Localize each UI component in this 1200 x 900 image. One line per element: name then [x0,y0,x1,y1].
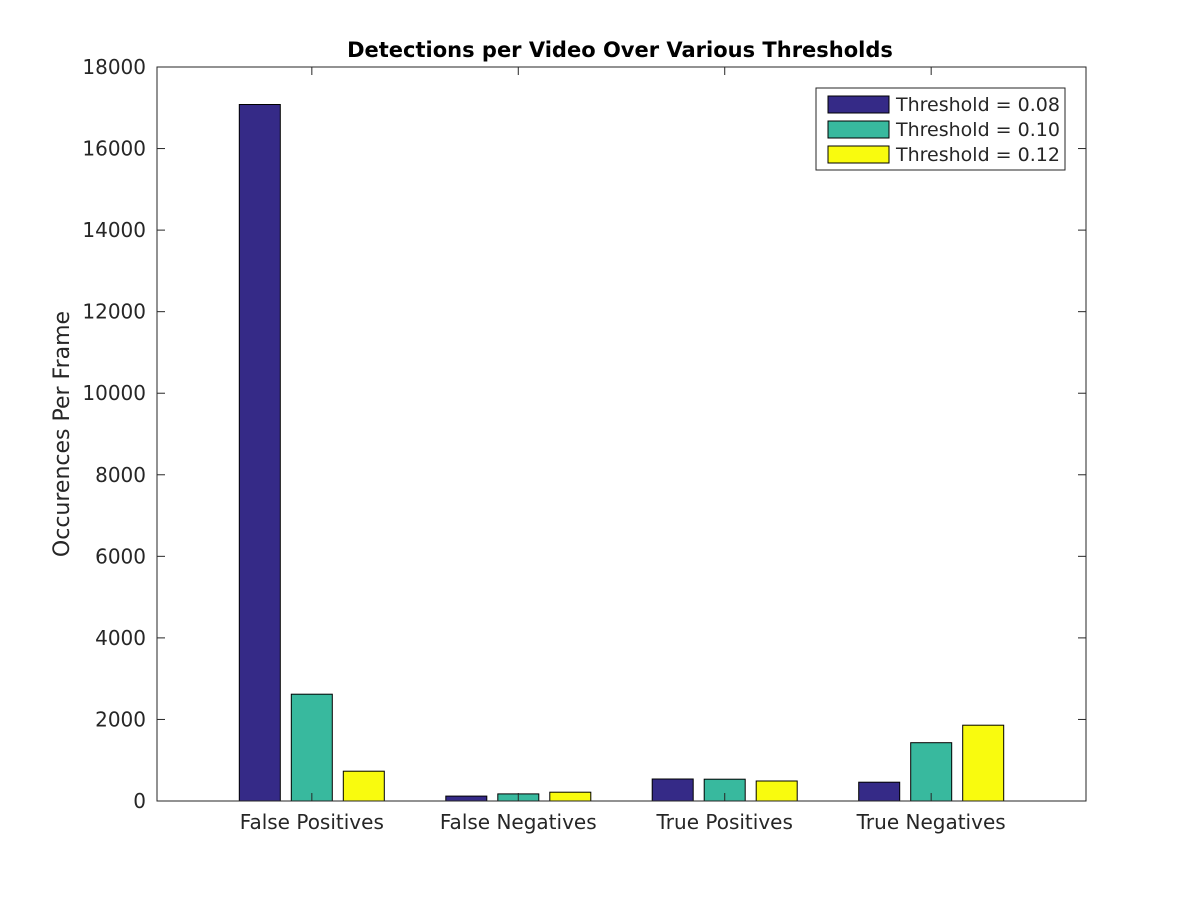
legend-label: Threshold = 0.10 [895,119,1060,141]
legend-swatch [827,95,890,114]
ticks-layer: 0 2000 4000 6000 8000 10000 12000 14000 16000 180… [82,55,1086,834]
legend-label: Threshold = 0.08 [895,94,1060,116]
bar [858,781,901,802]
legend: Threshold = 0.08 Threshold = 0.10 Threshol… [815,87,1066,171]
y-tick-label: 14000 [82,218,146,242]
y-axis-title: Occurences Per Frame [50,311,75,557]
x-tick-label: True Negatives [856,810,1006,834]
chart-title: Detections per Video Over Various Thresh… [347,38,893,62]
plot-area-frame [156,66,1087,802]
y-tick-label: 4000 [95,626,146,650]
y-tick-label: 10000 [82,381,146,405]
y-tick-label: 12000 [82,300,146,324]
y-tick-label: 2000 [95,707,146,731]
y-tick-label: 18000 [82,55,146,79]
bar [962,724,1005,802]
bar [910,742,953,802]
bar [651,778,694,802]
bar [342,770,385,802]
x-tick-label: False Positives [240,810,384,834]
legend-label: Threshold = 0.12 [895,144,1060,166]
legend-swatch [827,145,890,164]
bars-layer [238,104,1005,802]
x-tick-label: True Positives [656,810,793,834]
y-tick-label: 8000 [95,463,146,487]
bar [290,693,333,802]
bar [445,795,488,802]
legend-swatch [827,120,890,139]
bar [549,791,592,802]
y-tick-label: 6000 [95,544,146,568]
bar [755,780,798,802]
bar [238,104,281,802]
y-tick-label: 16000 [82,137,146,161]
legend-items: Threshold = 0.08 Threshold = 0.10 Threshol… [827,94,1060,166]
x-tick-label: False Negatives [440,810,597,834]
y-tick-label: 0 [133,789,146,813]
